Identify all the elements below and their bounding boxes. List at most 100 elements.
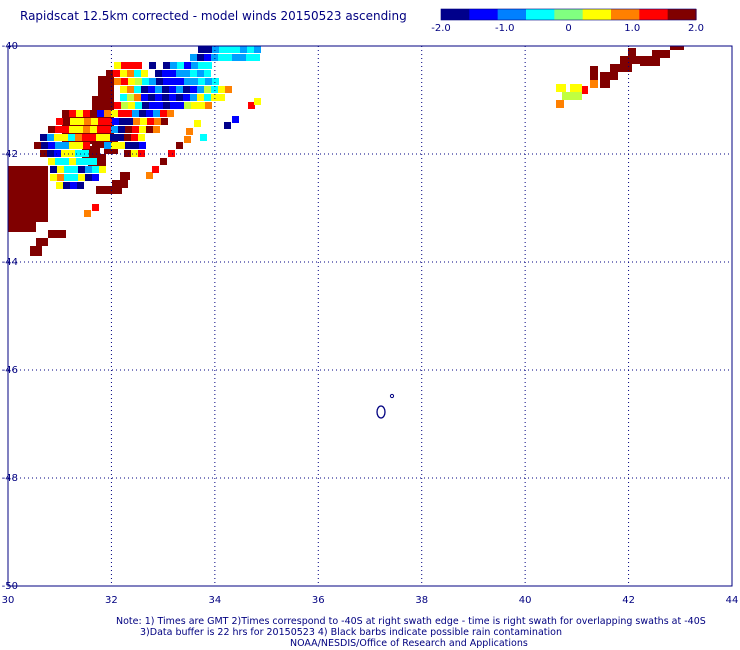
wind-cell <box>198 102 205 109</box>
wind-cell <box>232 116 239 123</box>
wind-cell <box>69 126 76 133</box>
colorbar-tick-label: 2.0 <box>688 23 704 34</box>
wind-cell <box>69 110 76 117</box>
wind-cell <box>114 62 121 69</box>
colorbar-segment <box>469 9 499 20</box>
wind-cell <box>111 126 118 133</box>
wind-cell <box>89 134 96 141</box>
wind-cell <box>105 118 112 125</box>
wind-cell <box>169 70 176 77</box>
wind-cell <box>90 110 97 117</box>
wind-cell <box>71 166 78 173</box>
colorbar <box>440 8 697 21</box>
wind-cell <box>40 134 47 141</box>
wind-cell <box>142 102 149 109</box>
wind-cell <box>64 174 71 181</box>
wind-cell <box>146 172 153 179</box>
wind-cell <box>76 142 83 149</box>
wind-cell <box>248 102 255 109</box>
wind-cell <box>85 174 92 181</box>
wind-cell <box>97 110 104 117</box>
wind-cell <box>90 158 97 165</box>
wind-cell <box>76 158 83 165</box>
colorbar-segment <box>441 9 470 20</box>
wind-cell <box>71 174 78 181</box>
wind-difference-cells <box>8 46 684 256</box>
wind-cell <box>198 78 205 85</box>
wind-cell <box>139 110 146 117</box>
y-tick-label: -42 <box>2 149 18 160</box>
wind-cell <box>124 150 131 157</box>
wind-cell <box>131 150 138 157</box>
wind-cell <box>186 128 193 135</box>
wind-cell <box>211 94 218 101</box>
wind-cell <box>224 122 231 129</box>
wind-cell <box>212 78 219 85</box>
wind-cell <box>132 110 139 117</box>
wind-cell <box>97 126 104 133</box>
wind-cell <box>253 54 260 61</box>
wind-cell <box>183 86 190 93</box>
wind-cell <box>204 94 211 101</box>
wind-cell <box>106 70 113 77</box>
wind-cell <box>134 86 141 93</box>
wind-cell <box>69 142 76 149</box>
wind-cell <box>160 158 167 165</box>
wind-cell <box>154 118 161 125</box>
colorbar-segment <box>639 9 669 20</box>
wind-cell <box>54 134 61 141</box>
wind-cell <box>110 134 117 141</box>
wind-cell <box>113 70 120 77</box>
wind-cell <box>138 150 145 157</box>
wind-cell <box>169 86 176 93</box>
wind-cell <box>211 86 218 93</box>
wind-cell <box>76 110 83 117</box>
wind-cell <box>628 48 636 60</box>
graticule <box>8 46 732 586</box>
wind-cell <box>84 118 91 125</box>
x-tick-label: 38 <box>415 595 428 606</box>
wind-cell <box>198 46 205 53</box>
wind-cell <box>191 78 198 85</box>
wind-cell <box>118 142 125 149</box>
wind-cell <box>120 86 127 93</box>
wind-cell <box>92 174 99 181</box>
wind-cell <box>149 78 156 85</box>
wind-cell <box>183 94 190 101</box>
wind-cell <box>197 70 204 77</box>
wind-cell <box>134 94 141 101</box>
wind-cell <box>119 118 126 125</box>
wind-cell <box>50 166 57 173</box>
wind-cell <box>96 134 103 141</box>
y-tick-label: -40 <box>2 41 18 52</box>
wind-cell <box>41 142 48 149</box>
colorbar-tick-label: 1.0 <box>624 23 640 34</box>
colorbar-tick-label: 0 <box>565 23 571 34</box>
wind-cell <box>128 78 135 85</box>
wind-cell <box>153 126 160 133</box>
wind-cell <box>92 166 99 173</box>
wind-cell <box>146 126 153 133</box>
wind-cell <box>246 54 253 61</box>
wind-cell <box>76 126 83 133</box>
wind-cell <box>62 142 69 149</box>
x-tick-label: 40 <box>519 595 532 606</box>
wind-cell <box>191 102 198 109</box>
wind-cell <box>142 78 149 85</box>
wind-cell <box>111 110 118 117</box>
wind-cell <box>64 166 71 173</box>
wind-cell <box>90 126 97 133</box>
x-tick-label: 34 <box>208 595 221 606</box>
wind-cell <box>148 94 155 101</box>
wind-cell <box>131 134 138 141</box>
wind-cell <box>600 80 610 88</box>
wind-cell <box>219 46 226 53</box>
wind-cell <box>112 118 119 125</box>
wind-cell <box>99 166 106 173</box>
chart-title: Rapidscat 12.5km corrected - model winds… <box>20 9 407 23</box>
wind-cell <box>125 142 132 149</box>
wind-cell <box>82 134 89 141</box>
wind-cell <box>48 142 55 149</box>
wind-cell <box>114 102 121 109</box>
wind-cell <box>149 62 156 69</box>
